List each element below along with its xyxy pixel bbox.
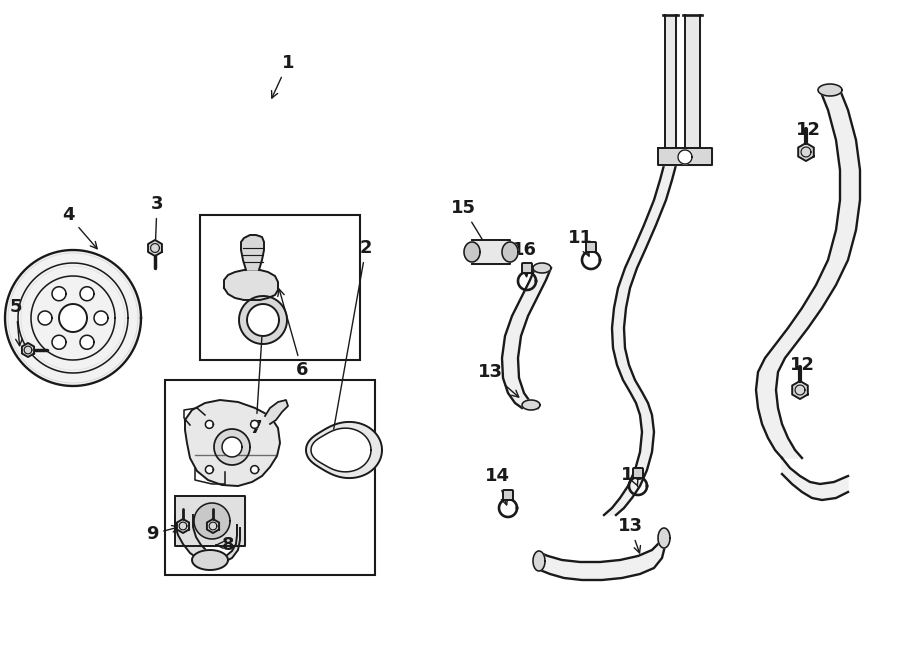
Text: 10: 10	[620, 466, 645, 486]
Polygon shape	[250, 465, 258, 474]
Polygon shape	[224, 270, 278, 300]
Polygon shape	[665, 15, 676, 160]
Polygon shape	[192, 550, 228, 570]
Polygon shape	[22, 343, 34, 357]
Polygon shape	[148, 240, 162, 256]
Polygon shape	[52, 335, 66, 349]
Polygon shape	[239, 296, 287, 344]
Polygon shape	[685, 15, 700, 160]
Polygon shape	[538, 530, 665, 580]
Polygon shape	[214, 429, 250, 465]
Polygon shape	[80, 335, 94, 349]
Polygon shape	[94, 311, 108, 325]
Polygon shape	[265, 400, 288, 424]
Polygon shape	[175, 496, 245, 546]
Polygon shape	[38, 311, 52, 325]
Polygon shape	[175, 515, 240, 563]
Polygon shape	[472, 240, 510, 264]
Polygon shape	[464, 242, 480, 262]
Text: 8: 8	[216, 536, 234, 554]
Polygon shape	[533, 551, 545, 571]
Text: 12: 12	[796, 121, 821, 153]
Text: 13: 13	[478, 363, 518, 397]
Text: 14: 14	[484, 467, 509, 505]
Polygon shape	[604, 165, 676, 515]
Text: 13: 13	[617, 517, 643, 553]
Polygon shape	[205, 420, 213, 428]
Polygon shape	[311, 428, 371, 472]
Text: 1: 1	[272, 54, 294, 98]
Polygon shape	[59, 304, 87, 332]
Text: 2: 2	[328, 239, 373, 446]
Polygon shape	[782, 458, 848, 500]
Polygon shape	[5, 250, 141, 386]
Polygon shape	[658, 148, 712, 165]
Polygon shape	[533, 263, 551, 273]
Polygon shape	[798, 143, 814, 161]
Polygon shape	[205, 465, 213, 474]
Polygon shape	[306, 422, 382, 478]
FancyBboxPatch shape	[586, 242, 596, 252]
Text: 7: 7	[250, 325, 266, 437]
Polygon shape	[177, 519, 189, 533]
FancyBboxPatch shape	[633, 468, 643, 478]
Text: 11: 11	[568, 229, 592, 256]
Text: 12: 12	[789, 356, 814, 392]
Polygon shape	[222, 437, 242, 457]
Polygon shape	[241, 235, 264, 270]
Bar	[165, 380, 375, 575]
Polygon shape	[250, 420, 258, 428]
Polygon shape	[185, 400, 280, 486]
Text: 9: 9	[146, 525, 179, 543]
Polygon shape	[80, 287, 94, 301]
Polygon shape	[522, 400, 540, 410]
Polygon shape	[678, 150, 692, 164]
FancyBboxPatch shape	[503, 490, 513, 500]
Polygon shape	[792, 381, 808, 399]
Polygon shape	[502, 268, 551, 408]
Text: 15: 15	[451, 199, 488, 249]
Text: 6: 6	[278, 289, 308, 379]
Polygon shape	[502, 242, 518, 262]
Polygon shape	[52, 287, 66, 301]
Text: 16: 16	[511, 241, 536, 277]
Polygon shape	[658, 528, 670, 548]
Text: 3: 3	[151, 195, 163, 251]
Polygon shape	[194, 503, 230, 539]
Bar	[200, 215, 360, 360]
Polygon shape	[818, 84, 842, 96]
Text: 4: 4	[62, 206, 97, 249]
Text: 5: 5	[10, 298, 22, 346]
FancyBboxPatch shape	[522, 263, 532, 273]
Polygon shape	[247, 304, 279, 336]
Polygon shape	[207, 519, 219, 533]
Polygon shape	[756, 90, 860, 458]
